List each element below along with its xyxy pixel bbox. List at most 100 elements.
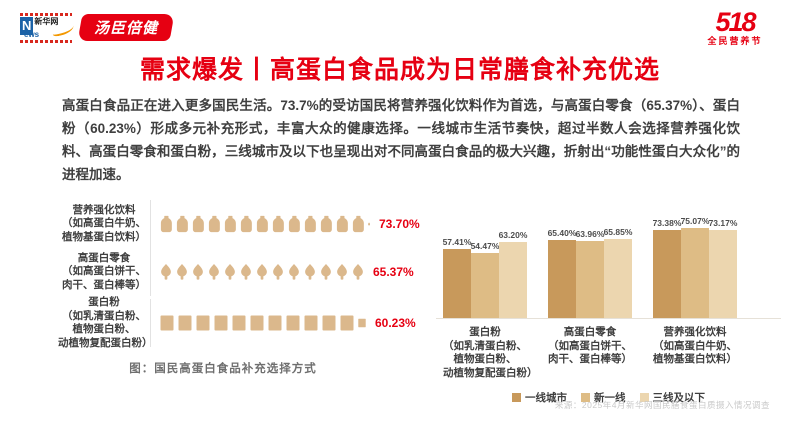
legend-swatch <box>512 393 521 402</box>
bottle-icon <box>320 215 332 233</box>
bar-value-label: 65.40% <box>547 228 577 238</box>
bar-value-label: 73.17% <box>708 218 738 228</box>
pictogram-icon-strip: 60.23% <box>150 299 418 347</box>
grouped-bar-chart: 57.41% 54.47% 63.20% 65.40% 63.96% 65.85% 73.3… <box>436 200 781 405</box>
snack-icon <box>289 263 299 280</box>
bar <box>709 230 737 318</box>
bottle-icon <box>368 222 370 226</box>
pictogram-row: 营养强化饮料 （如高蛋白牛奶、 植物基蛋白饮料） 73.70% <box>58 200 420 248</box>
powder-icon <box>268 315 282 331</box>
powder-icon <box>250 315 264 331</box>
snack-icon <box>209 263 219 280</box>
legend-item: 三线及以下 <box>639 390 706 405</box>
legend-swatch <box>639 393 649 402</box>
bottle-icon <box>160 215 172 233</box>
bottle-icon <box>304 215 316 233</box>
xinhua-ews-text: ews <box>24 30 40 39</box>
518-nutrition-festival-logo: 518 全民营养节 <box>692 8 778 47</box>
snack-icon <box>305 263 315 280</box>
festival-subtitle: 全民营养节 <box>707 36 763 46</box>
snack-icon <box>161 263 171 280</box>
bar-value-label: 63.20% <box>498 230 528 240</box>
bottle-icon <box>176 215 188 233</box>
snack-icon <box>193 263 203 280</box>
bar-value-label: 65.85% <box>603 227 633 237</box>
snack-icon <box>337 263 347 280</box>
bar-group: 73.38% 75.07% 73.17% <box>653 216 737 318</box>
pictogram-chart: 营养强化饮料 （如高蛋白牛奶、 植物基蛋白饮料） 73.70% 高蛋白零食 （如高蛋白饼干… <box>58 200 420 376</box>
pictogram-chart-rows: 营养强化饮料 （如高蛋白牛奶、 植物基蛋白饮料） 73.70% 高蛋白零食 （如高蛋白饼干… <box>58 200 420 350</box>
pictogram-value-label: 73.70% <box>379 217 420 231</box>
powder-icon <box>214 315 228 331</box>
powder-icon <box>358 318 366 328</box>
pictogram-icon-strip: 65.37% <box>150 248 418 296</box>
legend-label: 新一线 <box>594 392 626 404</box>
bar <box>681 228 709 318</box>
bar <box>653 230 681 318</box>
snack-icon <box>177 263 187 280</box>
powder-icon <box>340 315 354 331</box>
legend-swatch <box>581 393 590 402</box>
snack-icon <box>257 263 267 280</box>
bar-chart-legend: 一线城市 新一线 三线及以下 <box>436 390 781 405</box>
legend-label: 三线及以下 <box>652 392 706 404</box>
xinhua-cn-text: 新华网 <box>34 17 59 26</box>
pictogram-value-label: 65.37% <box>373 265 414 279</box>
bottle-icon <box>256 215 268 233</box>
pictogram-row-label: 蛋白粉 （如乳清蛋白粉、 植物蛋白粉、 动植物复配蛋白粉） <box>58 296 153 349</box>
bottle-icon <box>352 215 364 233</box>
xinhua-news-logo: N 新华网 ews <box>20 12 75 46</box>
bar-chart-categories: 蛋白粉 （如乳清蛋白粉、 植物蛋白粉、 动植物复配蛋白粉） 高蛋白零食 （如高蛋白饼干、肉… <box>436 326 781 380</box>
bar-group-label: 蛋白粉 （如乳清蛋白粉、 植物蛋白粉、 动植物复配蛋白粉） <box>443 326 538 379</box>
bar-group: 65.40% 63.96% 65.85% <box>548 227 632 318</box>
page-title: 需求爆发丨高蛋白食品成为日常膳食补充优选 <box>139 56 660 84</box>
powder-icon <box>322 315 336 331</box>
bar-value-label: 57.41% <box>442 237 472 247</box>
powder-icon <box>286 315 300 331</box>
body-paragraph: 高蛋白食品正在进入更多国民生活。73.7%的受访国民将营养强化饮料作为首选，与高… <box>62 98 740 182</box>
logo-decor-bottom <box>20 40 72 43</box>
powder-icon <box>232 315 246 331</box>
snack-icon <box>321 263 331 280</box>
snack-icon <box>353 263 363 280</box>
bar-value-label: 54.47% <box>470 241 500 251</box>
bottle-icon <box>192 215 204 233</box>
legend-item: 一线城市 <box>512 390 567 405</box>
bar-value-label: 63.96% <box>575 229 605 239</box>
pictogram-icon-strip: 73.70% <box>150 200 420 248</box>
snack-icon <box>273 263 283 280</box>
pictogram-row: 高蛋白零食 （如高蛋白饼干、 肉干、蛋白棒等） 65.37% <box>58 248 418 296</box>
bar-group-label: 高蛋白零食 （如高蛋白饼干、 肉干、蛋白棒等） <box>548 326 632 365</box>
bottle-icon <box>272 215 284 233</box>
snack-icon <box>241 263 251 280</box>
bar <box>471 253 499 318</box>
pictogram-row: 蛋白粉 （如乳清蛋白粉、 植物蛋白粉、 动植物复配蛋白粉） 60.23% <box>58 296 418 350</box>
byhealth-logo: 汤臣倍健 <box>77 14 175 41</box>
bar <box>499 242 527 318</box>
bottle-icon <box>224 215 236 233</box>
bottle-icon <box>208 215 220 233</box>
pictogram-value-label: 60.23% <box>375 316 416 330</box>
pictogram-row-label: 高蛋白零食 （如高蛋白饼干、 肉干、蛋白棒等） <box>62 251 146 291</box>
pictogram-chart-caption: 图：国民高蛋白食品补充选择方式 <box>129 363 317 375</box>
bottle-icon <box>240 215 252 233</box>
bar-value-label: 73.38% <box>652 218 682 228</box>
powder-icon <box>160 315 174 331</box>
festival-number: 518 <box>715 7 756 37</box>
byhealth-logo-text: 汤臣倍健 <box>93 20 158 37</box>
logo-decor-top <box>20 13 72 16</box>
powder-icon <box>178 315 192 331</box>
source-note: 来源：2025年4月新华网国民膳食蛋白质摄入情况调查 <box>554 400 770 410</box>
xinhua-n-mark: N <box>20 17 34 35</box>
bar <box>548 240 576 318</box>
legend-label: 一线城市 <box>525 392 567 404</box>
bar <box>443 249 471 318</box>
bar-chart-plot: 57.41% 54.47% 63.20% 65.40% 63.96% 65.85% 73.3… <box>436 200 781 319</box>
bar <box>576 241 604 318</box>
powder-icon <box>304 315 318 331</box>
powder-icon <box>196 315 210 331</box>
bar-value-label: 75.07% <box>680 216 710 226</box>
bottle-icon <box>336 215 348 233</box>
bar-group-label: 营养强化饮料 （如高蛋白牛奶、 植物基蛋白饮料） <box>653 326 737 365</box>
